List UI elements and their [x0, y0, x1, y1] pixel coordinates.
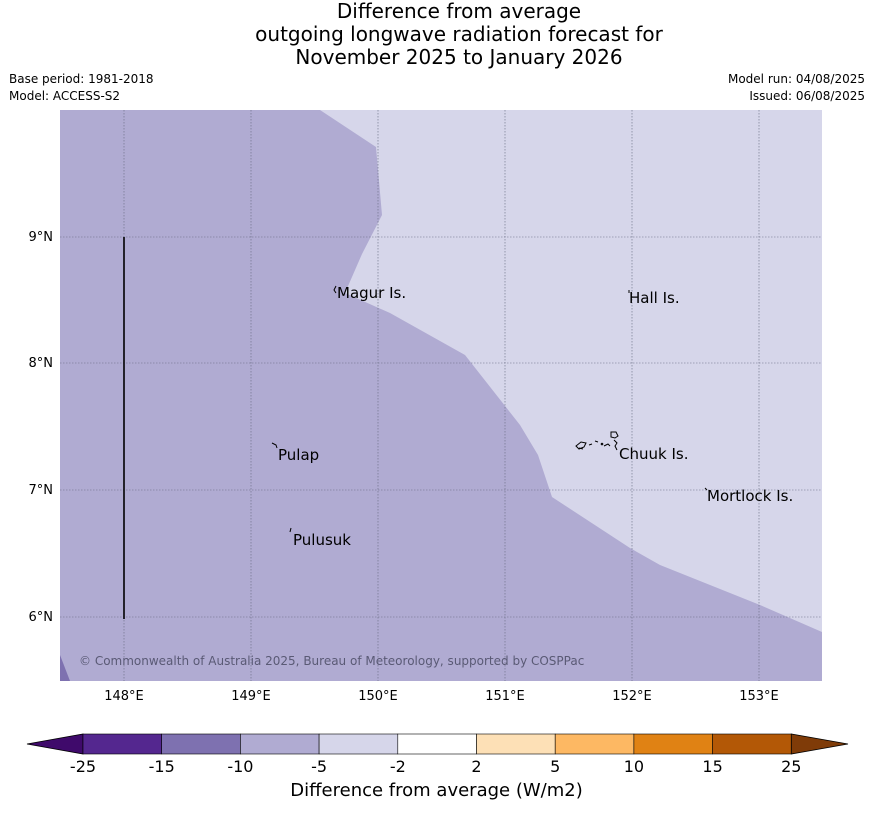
- model-name: Model: ACCESS-S2: [9, 89, 121, 103]
- model-run: Model run: 04/08/2025: [727, 72, 865, 86]
- region-anomaly-minus-5: [320, 110, 822, 632]
- longitude-labels: 148°E 149°E 150°E 151°E 152°E 153°E: [104, 689, 779, 704]
- title-line-2: outgoing longwave radiation forecast for: [255, 22, 663, 46]
- region-anomaly-minus-15: [60, 655, 70, 681]
- lon-label-149e: 149°E: [231, 689, 271, 704]
- lon-label-148e: 148°E: [104, 689, 144, 704]
- colorbar-tick-label: -5: [311, 757, 327, 776]
- title-line-1: Difference from average: [336, 0, 582, 23]
- base-period: Base period: 1981-2018: [9, 72, 154, 86]
- island-pulap: [271, 442, 278, 449]
- lon-label-152e: 152°E: [612, 689, 652, 704]
- issued-date: Issued: 06/08/2025: [749, 89, 865, 103]
- chart-title: Difference from average outgoing longwav…: [0, 0, 873, 69]
- place-label-chuuk: Chuuk Is.: [619, 445, 688, 463]
- map-panel: Magur Is. Hall Is. Pulap Chuuk Is. Mortl…: [60, 110, 822, 681]
- place-label-hall: Hall Is.: [629, 289, 680, 307]
- colorbar-tick-label: 10: [624, 757, 644, 776]
- title-line-3: November 2025 to January 2026: [295, 45, 623, 69]
- place-label-pulap: Pulap: [278, 446, 319, 464]
- lat-label-8n: 8°N: [29, 356, 54, 371]
- lat-label-7n: 7°N: [29, 483, 54, 498]
- colorbar-tick-label: 2: [471, 757, 481, 776]
- colorbar-segment: [712, 733, 792, 755]
- colorbar-extend-max: [790, 733, 849, 755]
- colorbar-tick-label: 5: [550, 757, 560, 776]
- colorbar-segment: [633, 733, 713, 755]
- colorbar-segment: [240, 733, 320, 755]
- meta-right: Model run: 04/08/2025 Issued: 06/08/2025: [728, 71, 865, 105]
- colorbar-tick-label: -2: [390, 757, 406, 776]
- colorbar: -25 -15 -10 -5 -2 2 5 10 15 25: [26, 733, 849, 776]
- copyright-notice: © Commonwealth of Australia 2025, Bureau…: [79, 654, 584, 668]
- colorbar-tick-label: 15: [702, 757, 722, 776]
- colorbar-tick-label: -15: [149, 757, 175, 776]
- colorbar-segment: [161, 733, 241, 755]
- island-pulusuk: [289, 527, 292, 533]
- island-mortlock: [704, 487, 708, 491]
- colorbar-segment: [397, 733, 477, 755]
- colorbar-segment: [476, 733, 556, 755]
- island-chuuk: [575, 431, 619, 451]
- place-label-pulusuk: Pulusuk: [293, 531, 351, 549]
- place-label-magur: Magur Is.: [337, 284, 406, 302]
- colorbar-extend-min: [26, 733, 84, 755]
- lon-label-153e: 153°E: [739, 689, 779, 704]
- colorbar-label: Difference from average (W/m2): [290, 780, 583, 801]
- islands: [271, 285, 708, 533]
- latitude-labels: 9°N 8°N 7°N 6°N: [29, 230, 54, 625]
- island-magur: [333, 285, 337, 294]
- lon-label-151e: 151°E: [485, 689, 525, 704]
- colorbar-segment: [318, 733, 399, 755]
- colorbar-segment: [554, 733, 635, 755]
- colorbar-tick-label: 25: [781, 757, 801, 776]
- colorbar-segment: [82, 733, 162, 755]
- colorbar-tick-label: -25: [70, 757, 96, 776]
- place-label-mortlock: Mortlock Is.: [707, 487, 793, 505]
- lon-label-150e: 150°E: [358, 689, 398, 704]
- lat-label-9n: 9°N: [29, 230, 54, 245]
- colorbar-tick-label: -10: [227, 757, 253, 776]
- lat-label-6n: 6°N: [29, 610, 54, 625]
- meta-left: Base period: 1981-2018 Model: ACCESS-S2: [9, 71, 154, 105]
